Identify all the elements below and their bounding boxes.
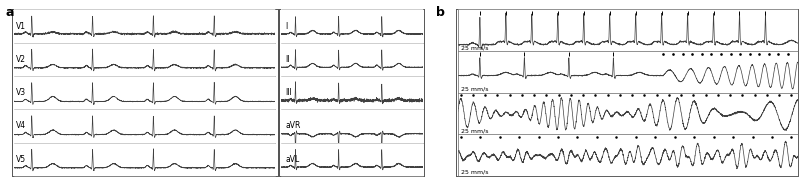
Text: 25 mm/s: 25 mm/s <box>461 170 489 175</box>
Text: V5: V5 <box>16 155 26 164</box>
Text: 25 mm/s: 25 mm/s <box>461 45 489 50</box>
Text: V3: V3 <box>16 88 26 97</box>
Text: aVL: aVL <box>285 155 299 164</box>
Text: V4: V4 <box>16 121 26 130</box>
Text: V1: V1 <box>16 22 26 31</box>
Text: II: II <box>285 55 290 64</box>
Text: V2: V2 <box>16 55 26 64</box>
Text: III: III <box>285 88 292 97</box>
Text: a: a <box>6 6 14 19</box>
Text: 25 mm/s: 25 mm/s <box>461 87 489 92</box>
Text: 25 mm/s: 25 mm/s <box>461 128 489 133</box>
Text: aVR: aVR <box>285 121 301 130</box>
Text: I: I <box>285 22 287 31</box>
Text: b: b <box>436 6 445 19</box>
